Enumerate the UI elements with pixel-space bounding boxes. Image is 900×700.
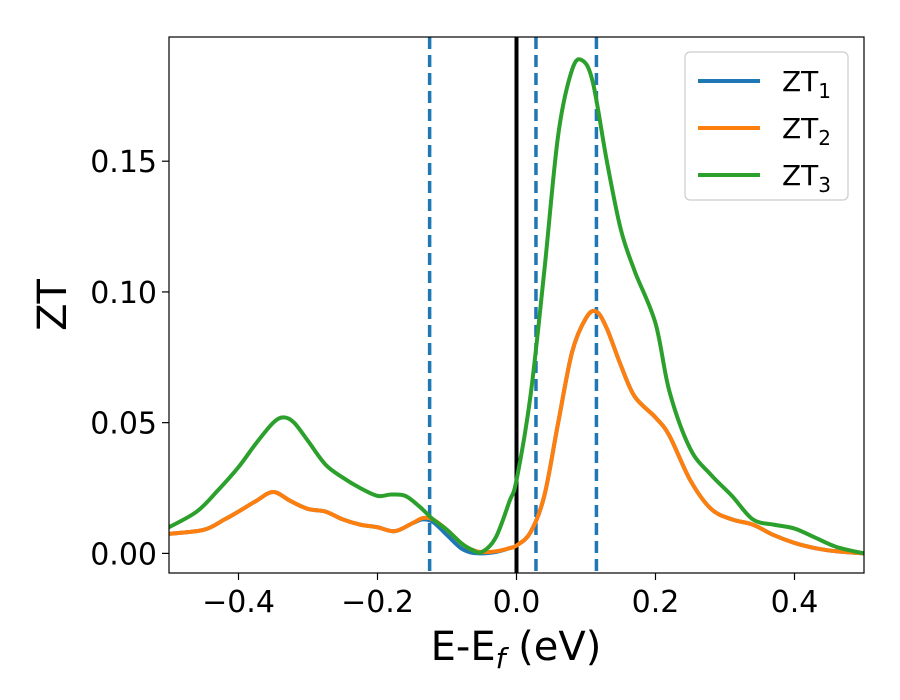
legend-label-zt3: ZT3 <box>782 159 831 197</box>
legend: ZT1 ZT2 ZT3 <box>684 51 849 201</box>
x-tick-label: 0.2 <box>632 585 680 620</box>
x-axis-label: E-Ef (eV) <box>431 624 602 675</box>
x-axis-label-unit: (eV) <box>505 624 601 670</box>
legend-label-zt2: ZT2 <box>782 112 831 150</box>
series-lines <box>169 57 864 556</box>
x-tick-label: 0.4 <box>771 585 819 620</box>
x-axis-label-main: E-E <box>431 624 496 670</box>
y-tick-label: 0.05 <box>90 407 157 442</box>
y-axis-ticks: 0.00 0.05 0.10 0.15 <box>90 145 169 572</box>
x-tick-label: −0.4 <box>202 585 275 620</box>
x-axis-ticks: −0.4 −0.2 0.0 0.2 0.4 <box>202 573 818 620</box>
legend-frame <box>684 51 849 201</box>
x-tick-label: 0.0 <box>493 585 541 620</box>
x-tick-label: −0.2 <box>341 585 414 620</box>
series-line-zt3 <box>169 57 864 556</box>
series-line-zt2 <box>169 308 864 556</box>
y-axis-label: ZT <box>30 279 76 331</box>
legend-label-zt1: ZT1 <box>782 65 831 103</box>
y-tick-label: 0.00 <box>90 537 157 572</box>
y-tick-label: 0.10 <box>90 276 157 311</box>
y-tick-label: 0.15 <box>90 145 157 180</box>
